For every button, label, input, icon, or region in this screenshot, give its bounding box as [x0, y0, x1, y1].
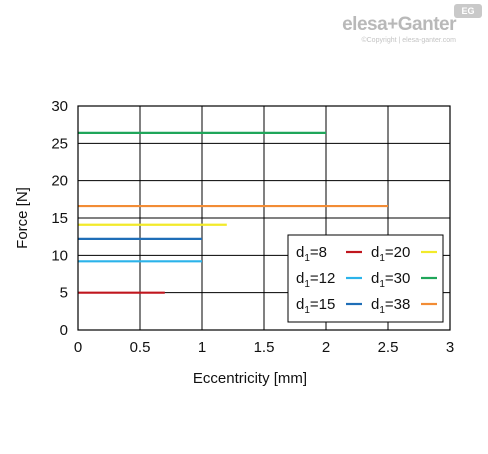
legend-label: d1=38 [371, 296, 410, 316]
legend-item: d1=38 [371, 296, 437, 316]
x-tick-label: 3 [446, 339, 454, 356]
legend-item: d1=8 [296, 244, 362, 264]
legend-label: d1=30 [371, 270, 410, 290]
plot-border [77, 105, 451, 331]
x-tick-label: 2.5 [378, 339, 399, 356]
y-tick-label: 20 [51, 173, 68, 190]
x-tick-label: 0.5 [130, 339, 151, 356]
brand-name: elesa+Ganter [342, 14, 456, 35]
legend-item: d1=30 [371, 270, 437, 290]
y-tick-label: 15 [51, 210, 68, 227]
x-tick-label: 1 [198, 339, 206, 356]
y-tick-label: 0 [60, 322, 68, 339]
x-tick-label: 2 [322, 339, 330, 356]
chart-legend: d1=8 d1=20 d1=12 d1=30 d1=15 d1=38 [287, 234, 444, 323]
legend-box [287, 234, 444, 323]
brand-copyright: ©Copyright | elesa-ganter.com [361, 37, 456, 44]
x-tick-label: 1.5 [254, 339, 275, 356]
legend-label: d1=8 [296, 244, 327, 264]
y-tick-label: 30 [51, 98, 68, 115]
legend-label: d1=15 [296, 296, 335, 316]
x-tick-label: 0 [74, 339, 82, 356]
y-tick-label: 25 [51, 135, 68, 152]
plot-frame [77, 105, 451, 331]
y-tick-label: 10 [51, 247, 68, 264]
legend-item: d1=15 [296, 296, 362, 316]
brand-logo: elesa+Ganter ©Copyright | elesa-ganter.c… [342, 14, 456, 44]
y-tick-label: 5 [60, 285, 68, 302]
y-axis-label: Force [N] [14, 187, 31, 249]
chart-series [78, 131, 388, 294]
legend-label: d1=20 [371, 244, 410, 264]
axis-labels: Eccentricity [mm] Force [N] [14, 187, 307, 387]
x-axis-label: Eccentricity [mm] [193, 370, 307, 387]
legend-label: d1=12 [296, 270, 335, 290]
brand-badge: EG [454, 4, 482, 18]
legend-item: d1=20 [371, 244, 437, 264]
legend-item: d1=12 [296, 270, 362, 290]
